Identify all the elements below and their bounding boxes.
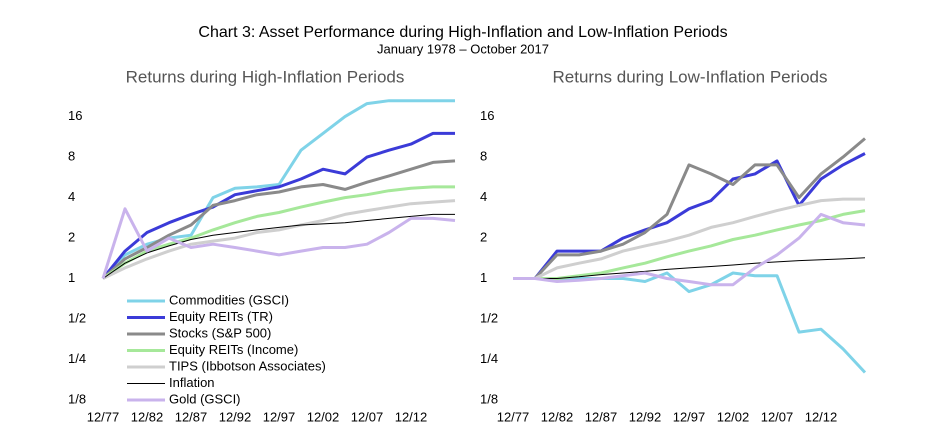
panel-title: Returns during Low-Inflation Periods — [553, 67, 828, 86]
x-tick-label: 12/02 — [717, 409, 750, 424]
legend-label: Equity REITs (Income) — [169, 342, 298, 357]
x-tick-label: 12/82 — [541, 409, 574, 424]
series-line — [513, 257, 866, 279]
legend-label: Stocks (S&P 500) — [169, 325, 271, 340]
y-tick-label: 16 — [68, 108, 82, 123]
series-line — [513, 152, 866, 280]
y-tick-label: 1/2 — [480, 310, 498, 325]
series-line — [513, 212, 866, 287]
y-tick-label: 1/8 — [68, 391, 86, 406]
x-tick-label: 12/07 — [351, 409, 384, 424]
y-tick-label: 8 — [68, 149, 75, 164]
x-tick-label: 12/97 — [673, 409, 706, 424]
y-tick-label: 1 — [68, 270, 75, 285]
x-tick-label: 12/02 — [307, 409, 340, 424]
chart-subtitle: January 1978 – October 2017 — [377, 41, 549, 56]
x-tick-label: 12/87 — [585, 409, 618, 424]
series-line — [513, 137, 866, 280]
y-tick-label: 1 — [480, 270, 487, 285]
chart-title: Chart 3: Asset Performance during High-I… — [198, 24, 727, 41]
y-tick-label: 1/4 — [480, 351, 498, 366]
y-tick-label: 16 — [480, 108, 494, 123]
y-tick-label: 1/8 — [480, 391, 498, 406]
y-tick-label: 4 — [68, 189, 75, 204]
y-tick-label: 2 — [480, 229, 487, 244]
series-line — [513, 197, 865, 280]
x-tick-label: 12/12 — [395, 409, 428, 424]
y-tick-label: 8 — [480, 149, 487, 164]
series-line — [102, 213, 455, 279]
y-tick-label: 2 — [68, 229, 75, 244]
legend-label: TIPS (Ibbotson Associates) — [169, 358, 326, 373]
legend-label: Inflation — [169, 375, 215, 390]
x-tick-label: 12/97 — [263, 409, 296, 424]
series-line — [513, 271, 867, 374]
y-tick-label: 1/2 — [68, 310, 86, 325]
x-tick-label: 12/77 — [497, 409, 530, 424]
series-line — [101, 207, 456, 279]
x-tick-label: 12/92 — [629, 409, 662, 424]
series-line — [101, 131, 455, 280]
legend-label: Gold (GSCI) — [169, 391, 241, 406]
x-tick-label: 12/07 — [761, 409, 794, 424]
panel-title: Returns during High-Inflation Periods — [126, 67, 405, 86]
legend-label: Commodities (GSCI) — [169, 292, 289, 307]
y-tick-label: 4 — [480, 189, 487, 204]
legend-label: Equity REITs (TR) — [169, 309, 273, 324]
x-tick-label: 12/92 — [219, 409, 252, 424]
x-tick-label: 12/82 — [131, 409, 164, 424]
y-tick-label: 1/4 — [68, 351, 86, 366]
series-line — [513, 209, 866, 280]
x-tick-label: 12/77 — [87, 409, 120, 424]
series-line — [102, 185, 455, 280]
series-line — [102, 199, 456, 280]
x-tick-label: 12/87 — [175, 409, 208, 424]
x-tick-label: 12/12 — [805, 409, 838, 424]
series-line — [102, 159, 456, 280]
